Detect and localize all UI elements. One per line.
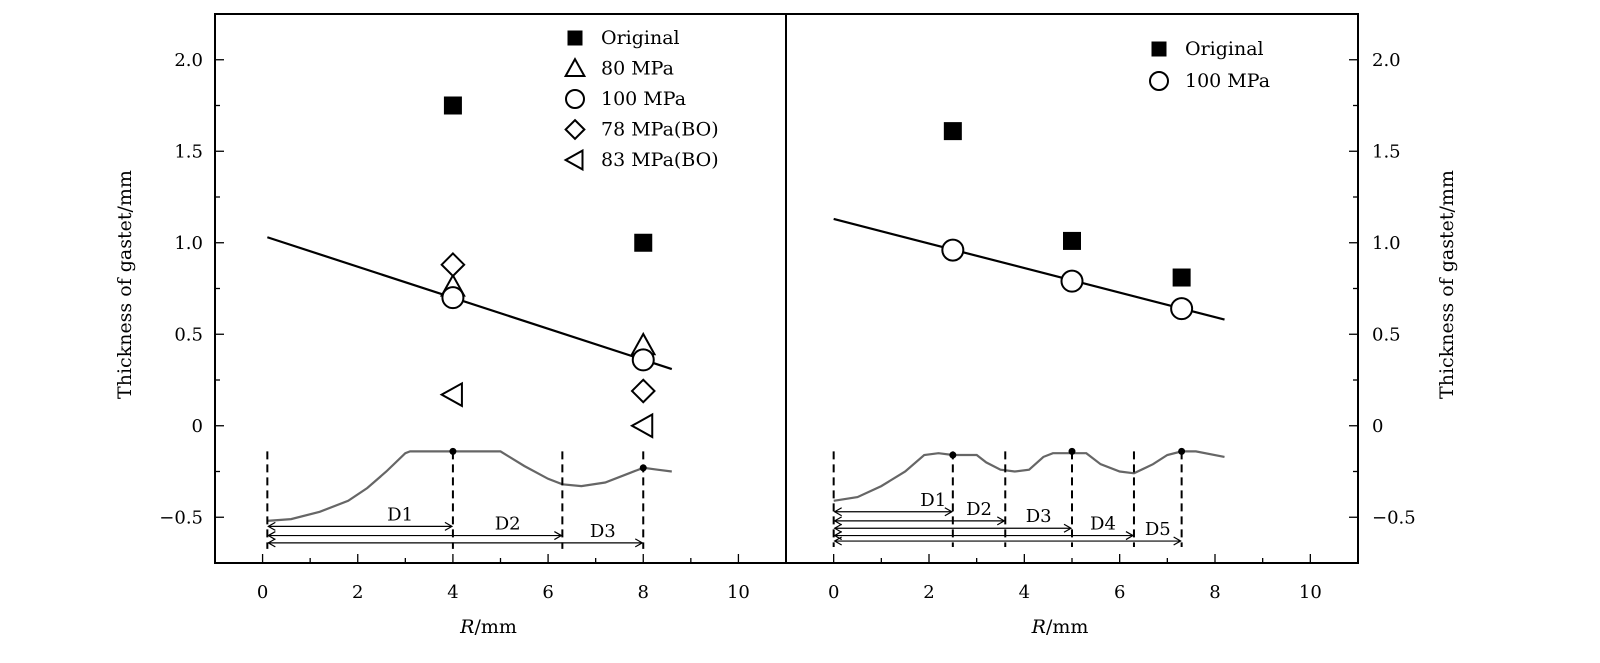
fit-line	[833, 217, 1225, 321]
y-tick-label: 2.0	[1372, 50, 1401, 71]
dimension-arrowhead	[1173, 536, 1182, 546]
dimension-arrowhead	[1063, 523, 1073, 533]
data-point	[634, 233, 653, 252]
plot-frame	[214, 13, 787, 564]
data-point	[630, 378, 656, 404]
dimension-label: D4	[1090, 514, 1116, 535]
data-point	[1172, 268, 1191, 287]
data-point	[1060, 269, 1084, 293]
data-point	[443, 96, 462, 115]
dimension-arrowhead	[833, 536, 842, 546]
dimension-arrowhead	[554, 531, 563, 541]
x-axis-title: R/mm	[1031, 616, 1089, 638]
y-tick-label: 0.5	[174, 324, 203, 345]
dimension-label: D2	[966, 499, 992, 520]
legend-marker	[1151, 41, 1167, 57]
dimension-label: D1	[387, 504, 413, 525]
data-point	[1063, 231, 1081, 250]
legend-marker	[564, 118, 586, 141]
y-tick-label: 1.0	[174, 233, 203, 254]
profile-dot	[1178, 447, 1186, 455]
profile-dot	[949, 451, 957, 459]
right-panel: 0 2 4 6 8 10 −0.5 0 0.5 1.0 1.5 2.0 R/mm Thickness of…	[785, 13, 1458, 638]
x-tick-label: 2	[352, 582, 363, 603]
dimension-arrowhead	[944, 507, 954, 517]
y-tick-label: 1.5	[174, 141, 203, 162]
dimension-label: D1	[920, 490, 946, 511]
dimension-arrowhead	[833, 507, 842, 517]
legend-marker	[563, 57, 587, 77]
x-tick-label: 4	[447, 582, 458, 603]
profile-dot	[639, 464, 647, 472]
legend-marker	[567, 30, 583, 46]
x-tick-label: 0	[257, 582, 268, 603]
legend-marker	[563, 148, 584, 172]
legend-label: 100 MPa	[601, 88, 686, 110]
profile-dot	[1068, 447, 1076, 455]
dimension-arrowhead	[444, 521, 454, 531]
dimension-arrowhead	[1125, 531, 1135, 541]
legend-label: 83 MPa(BO)	[601, 149, 719, 171]
y-tick-label: 1.5	[1372, 141, 1401, 162]
x-tick-label: 0	[828, 582, 839, 603]
y-tick-label: 0	[192, 416, 203, 437]
x-tick-label: 6	[1114, 582, 1125, 603]
data-point	[1170, 297, 1194, 321]
legend-label: 80 MPa	[601, 58, 674, 80]
x-tick-label: 8	[1209, 582, 1220, 603]
data-point	[440, 252, 466, 278]
legend-marker	[565, 89, 585, 109]
dimension-label: D5	[1145, 519, 1171, 540]
y-tick-label: 0	[1372, 416, 1383, 437]
dimension-arrowhead	[267, 521, 276, 531]
x-tick-label: 6	[542, 582, 553, 603]
legend-label: 100 MPa	[1185, 70, 1270, 92]
y-tick-label: 2.0	[174, 50, 203, 71]
x-axis-title-var: R	[459, 616, 474, 638]
dimension-label: D3	[590, 521, 616, 542]
x-tick-label: 4	[1019, 582, 1030, 603]
dimension-arrowhead	[833, 523, 842, 533]
profile-curve	[833, 450, 1225, 502]
x-axis-title-var: R	[1031, 616, 1046, 638]
y-axis-title: Thickness of gastet/mm	[114, 170, 136, 399]
dimension-arrowhead	[996, 516, 1006, 526]
x-axis-title: R/mm	[459, 616, 517, 638]
profile-curve	[267, 450, 672, 522]
data-point	[441, 286, 465, 310]
data-point	[629, 412, 654, 439]
data-point	[941, 238, 965, 262]
dimension-label: D3	[1026, 506, 1052, 527]
dimension-arrowhead	[833, 516, 842, 526]
dimension-arrowhead	[267, 531, 276, 541]
profile-dot	[449, 447, 457, 455]
dimension-label: D2	[495, 514, 521, 535]
dimension-arrowhead	[634, 538, 644, 548]
data-point	[943, 122, 962, 141]
x-axis-title-unit: /mm	[1046, 616, 1088, 638]
y-tick-label: 1.0	[1372, 233, 1401, 254]
dimension-arrowhead	[267, 538, 276, 548]
x-tick-label: 10	[1299, 582, 1322, 603]
x-axis-title-unit: /mm	[474, 616, 516, 638]
legend-label: Original	[1185, 38, 1264, 60]
y-axis-title: Thickness of gastet/mm	[1436, 170, 1458, 399]
fit-line	[267, 236, 673, 371]
y-tick-label: −0.5	[1372, 507, 1416, 528]
data-point	[631, 348, 655, 372]
legend-label: Original	[601, 27, 680, 49]
legend-label: 78 MPa(BO)	[601, 119, 719, 141]
y-tick-label: 0.5	[1372, 324, 1401, 345]
data-point	[439, 381, 463, 408]
x-tick-label: 10	[727, 582, 750, 603]
left-panel: 0 2 4 6 8 10 −0.5 0 0.5 1.0 1.5 2.0 R/mm Thickness of…	[114, 13, 787, 638]
x-tick-label: 2	[923, 582, 934, 603]
y-tick-label: −0.5	[159, 507, 203, 528]
x-tick-label: 8	[638, 582, 649, 603]
legend-marker	[1149, 71, 1169, 91]
